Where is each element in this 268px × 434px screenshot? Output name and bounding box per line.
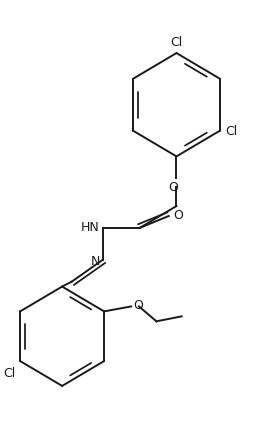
Text: HN: HN (81, 221, 100, 234)
Text: O: O (133, 298, 143, 311)
Text: Cl: Cl (225, 125, 237, 138)
Text: Cl: Cl (3, 366, 15, 379)
Text: O: O (174, 208, 184, 221)
Text: N: N (91, 255, 100, 268)
Text: Cl: Cl (170, 36, 183, 49)
Text: O: O (169, 181, 178, 194)
